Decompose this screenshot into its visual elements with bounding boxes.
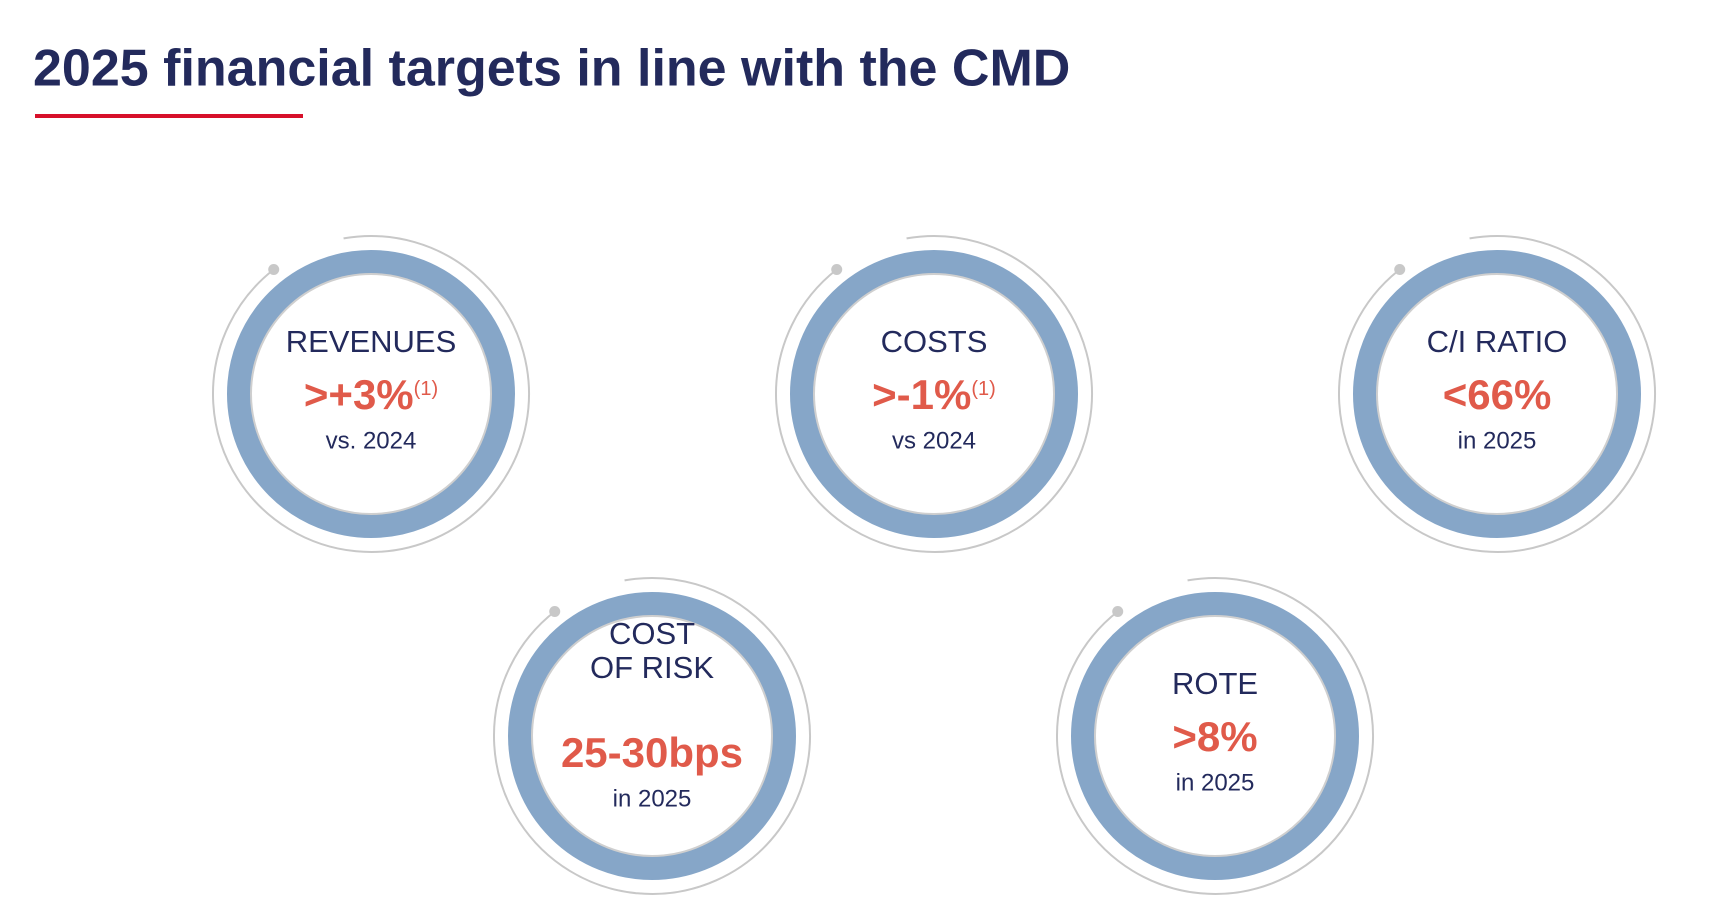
target-sub: in 2025 (1458, 427, 1537, 454)
arc-dot (549, 605, 561, 617)
inner-circle (1094, 615, 1336, 857)
outer-arc (1056, 577, 1374, 895)
target-label: C/I RATIO (1427, 324, 1568, 359)
ring (1071, 592, 1359, 880)
value-text: >8% (1172, 713, 1257, 760)
target-label: ROTE (1172, 666, 1258, 701)
inner-circle (531, 615, 773, 857)
value-text: >-1% (872, 371, 971, 418)
target-label: OF RISK (590, 650, 714, 685)
outer-arc (212, 235, 530, 553)
title-underline (35, 114, 303, 118)
value-text: <66% (1443, 371, 1552, 418)
arc-dot (1112, 605, 1124, 617)
ring (790, 250, 1078, 538)
ring (508, 592, 796, 880)
target-badge: ROTE >8% in 2025 (1056, 577, 1374, 895)
inner-circle (250, 273, 492, 515)
arc-dot (268, 263, 280, 275)
target-sub: vs 2024 (892, 427, 976, 454)
arc-dot (831, 263, 843, 275)
target-sub: vs. 2024 (326, 427, 417, 454)
target-badge: REVENUES >+3%(1) vs. 2024 (212, 235, 530, 553)
target-value: >-1%(1) (872, 371, 996, 418)
footnote-ref: (1) (971, 378, 995, 400)
title: 2025 financial targets in line with the … (33, 40, 1070, 98)
target-value: <66% (1443, 371, 1552, 418)
target-value: 25-30bps (561, 729, 743, 776)
target-value: >+3%(1) (304, 371, 438, 418)
footnote-ref: (1) (414, 378, 438, 400)
inner-circle (813, 273, 1055, 515)
target-label: COST (609, 616, 695, 651)
target-sub: in 2025 (613, 785, 692, 812)
target-badge: COSTS >-1%(1) vs 2024 (775, 235, 1093, 553)
inner-circle (1376, 273, 1618, 515)
outer-arc (1338, 235, 1656, 553)
target-sub: in 2025 (1176, 769, 1255, 796)
target-label: REVENUES (286, 324, 457, 359)
outer-arc (493, 577, 811, 895)
ring (227, 250, 515, 538)
outer-arc (775, 235, 1093, 553)
target-label: COSTS (881, 324, 988, 359)
value-text: >+3% (304, 371, 414, 418)
ring (1353, 250, 1641, 538)
target-badge: C/I RATIO <66% in 2025 (1338, 235, 1656, 553)
target-value: >8% (1172, 713, 1257, 760)
value-text: 25-30bps (561, 729, 743, 776)
arc-dot (1394, 263, 1406, 275)
